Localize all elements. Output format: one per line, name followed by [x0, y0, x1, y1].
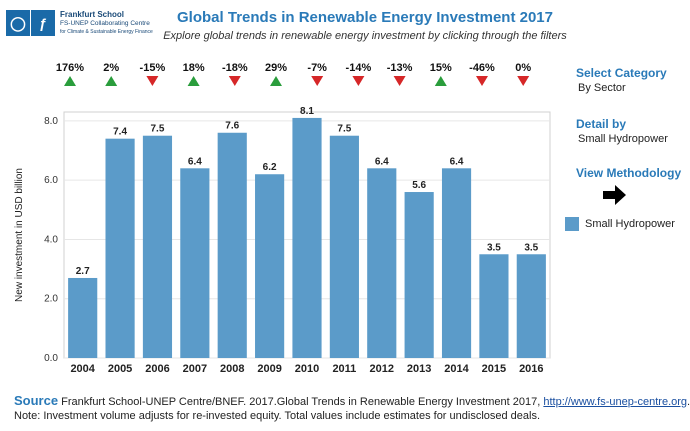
bar: [367, 168, 397, 358]
growth-up-icon: [270, 76, 282, 86]
bar: [292, 117, 322, 359]
growth-label: 29%: [265, 62, 287, 74]
logo-line-3: for Climate & Sustainable Energy Finance: [60, 28, 153, 35]
growth-label: -18%: [222, 62, 248, 74]
growth-down-icon: [311, 76, 324, 86]
logo-text: Frankfurt School FS-UNEP Collaborating C…: [60, 10, 153, 37]
source-link[interactable]: http://www.fs-unep-centre.org: [543, 396, 688, 408]
x-tick-label: 2016: [519, 363, 543, 375]
bar: [404, 192, 434, 358]
globe-logo-icon: ◯: [6, 10, 30, 36]
y-tick-label: 8.0: [44, 116, 58, 127]
select-category-heading[interactable]: Select Category: [576, 66, 667, 80]
detail-by-heading[interactable]: Detail by: [576, 117, 627, 131]
data-label: 6.4: [188, 156, 202, 167]
growth-up-icon: [105, 76, 118, 86]
x-tick-label: 2015: [482, 363, 506, 375]
bar: [142, 135, 173, 358]
data-label: 6.2: [263, 162, 277, 173]
growth-label: -15%: [140, 62, 166, 74]
source-line: Source Frankfurt School-UNEP Centre/BNEF…: [14, 393, 690, 408]
data-label: 6.4: [375, 156, 389, 167]
bar: [217, 132, 247, 358]
page-title: Global Trends in Renewable Energy Invest…: [177, 9, 553, 26]
x-tick-label: 2009: [257, 363, 281, 375]
y-tick-label: 2.0: [44, 294, 58, 305]
bar: [255, 174, 285, 358]
bar-chart: 0.0 2.0 4.0 6.0 8.0 New investment in USD bil…: [14, 62, 551, 375]
view-methodology-link[interactable]: View Methodology: [576, 166, 682, 180]
bar: [516, 254, 546, 358]
logo-line-1: Frankfurt School: [60, 9, 125, 19]
arrow-right-icon[interactable]: [603, 184, 627, 206]
source-label: Source: [14, 393, 59, 408]
growth-label: -7%: [307, 62, 327, 74]
y-tick-label: 4.0: [44, 234, 58, 245]
growth-label: 0%: [515, 62, 531, 74]
data-label: 7.5: [337, 124, 351, 135]
data-label: 3.5: [524, 242, 538, 253]
detail-by-value[interactable]: Small Hydropower: [578, 133, 668, 145]
footnote: Note: Investment volume adjusts for re-i…: [14, 410, 541, 422]
growth-up-icon: [434, 76, 447, 86]
y-tick-label: 6.0: [44, 175, 58, 186]
bar: [441, 168, 472, 358]
select-category-value[interactable]: By Sector: [578, 82, 626, 94]
page-subtitle: Explore global trends in renewable energ…: [163, 30, 567, 42]
bar: [479, 254, 509, 358]
logo: ◯ ƒ Frankfurt School FS-UNEP Collaborati…: [6, 6, 153, 40]
data-label: 7.4: [113, 127, 127, 138]
x-tick-label: 2014: [444, 363, 469, 375]
bar: [329, 135, 359, 358]
growth-label: 176%: [56, 62, 84, 74]
data-label: 8.1: [300, 106, 314, 117]
data-label: 2.7: [76, 266, 90, 277]
source-text: Frankfurt School-UNEP Centre/BNEF. 2017.…: [61, 396, 541, 408]
growth-down-icon: [517, 76, 530, 86]
source-end: .: [687, 396, 690, 408]
fs-logo-icon: ƒ: [31, 10, 55, 36]
bar: [105, 138, 135, 358]
growth-label: 15%: [430, 62, 452, 74]
growth-label: -13%: [387, 62, 413, 74]
data-label: 7.6: [225, 121, 239, 132]
growth-down-icon: [352, 76, 365, 86]
growth-label: 18%: [183, 62, 205, 74]
logo-line-2: FS-UNEP Collaborating Centre: [60, 19, 150, 27]
growth-down-icon: [228, 76, 241, 86]
y-axis-label: New investment in USD billion: [14, 168, 25, 302]
bar: [68, 277, 98, 358]
y-tick-label: 0.0: [44, 353, 58, 364]
bar: [180, 168, 210, 358]
data-label: 7.5: [151, 124, 165, 135]
growth-up-icon: [187, 76, 200, 86]
data-label: 5.6: [412, 180, 426, 191]
x-tick-label: 2013: [407, 363, 431, 375]
legend-swatch: [565, 217, 579, 231]
growth-down-icon: [393, 76, 406, 86]
growth-down-icon: [476, 76, 488, 86]
growth-label: -46%: [469, 62, 495, 74]
x-tick-label: 2005: [108, 363, 132, 375]
data-label: 6.4: [450, 156, 464, 167]
growth-label: 2%: [103, 62, 119, 74]
growth-up-icon: [64, 76, 76, 86]
data-label: 3.5: [487, 242, 501, 253]
x-tick-label: 2004: [70, 363, 95, 375]
x-tick-label: 2008: [220, 363, 244, 375]
growth-label: -14%: [346, 62, 372, 74]
x-tick-label: 2007: [183, 363, 207, 375]
x-tick-label: 2006: [145, 363, 169, 375]
legend-label: Small Hydropower: [585, 218, 675, 230]
x-tick-label: 2012: [370, 363, 394, 375]
growth-down-icon: [146, 76, 159, 86]
x-tick-label: 2010: [295, 363, 319, 375]
x-tick-label: 2011: [332, 363, 356, 375]
chart-legend: Small Hydropower: [565, 217, 675, 231]
